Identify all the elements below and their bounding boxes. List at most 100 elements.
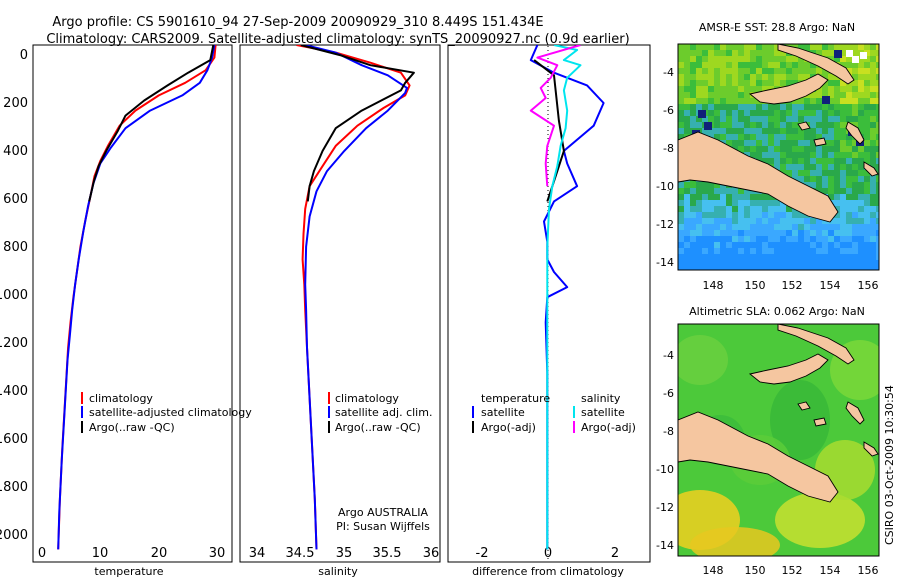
sst-cell [732,56,738,62]
sst-cell [798,218,804,224]
sst-cell [684,44,690,50]
sst-cell [768,152,774,158]
sst-cell [738,266,744,270]
land-mass [678,131,839,223]
sst-cell [840,56,846,62]
sst-cell [858,236,864,242]
temperature-series [57,45,217,550]
sst-cell [768,260,774,266]
sst-cell [774,158,780,164]
sst-cell [792,104,798,110]
sst-cell [810,164,816,170]
sst-cell [756,80,762,86]
sst-cell [804,116,810,122]
sst-cell [786,236,792,242]
sst-cell [774,230,780,236]
sst-cell [774,68,780,74]
sst-cell [846,152,852,158]
land-mass [813,417,827,427]
legend-label: Argo(..raw -QC) [335,421,421,434]
salinity-xtick: 34 [249,546,266,561]
sst-cell [684,80,690,86]
sst-cell [840,176,846,182]
sst-cell [876,62,879,68]
sst-cell [750,98,756,104]
sst-cell [858,182,864,188]
sst-cell [846,110,852,116]
sst-cell [774,242,780,248]
sst-cell [864,260,870,266]
sst-cell [816,98,822,104]
sst-cell [858,266,864,270]
sst-cell [750,86,756,92]
series-line-temperature-argo-adj- [533,59,565,202]
sst-cell [726,260,732,266]
legend-label: satellite [481,406,525,419]
map-ytick: -4 [663,349,674,362]
sst-cell [804,248,810,254]
temperature-panel: 0 10 20 30 0 200 400 600 800 1000 1200 1… [0,44,252,578]
sst-cell [696,44,702,50]
sst-cell [690,98,696,104]
sst-cell [840,164,846,170]
sst-cell [792,242,798,248]
difference-series [529,45,605,550]
map-xtick: 150 [745,279,766,292]
sst-cell [720,230,726,236]
sst-cell [858,80,864,86]
sst-cell [852,104,858,110]
sst-cell [726,92,732,98]
sst-cell [828,134,834,140]
sst-cell [828,254,834,260]
land-mass [845,121,865,145]
sst-cell [792,116,798,122]
sst-cell [714,110,720,116]
sst-cell [726,80,732,86]
sst-cold-cell [822,96,830,104]
series-line-argo-raw-qc- [88,45,215,202]
depth-ytick: 1200 [0,336,28,351]
sst-cell [834,224,840,230]
sst-cell [822,74,828,80]
map-xtick: 148 [703,279,724,292]
sst-cell [834,56,840,62]
sst-cell [852,80,858,86]
sst-cell [702,200,708,206]
sst-cell [810,254,816,260]
sst-cell [708,212,714,218]
sst-cell [864,86,870,92]
sst-cell [846,104,852,110]
sst-cell [792,230,798,236]
sst-cell [690,56,696,62]
sst-cell [870,206,876,212]
sst-cell [702,44,708,50]
sst-cell [870,182,876,188]
temperature-xtick: 10 [92,546,109,561]
sst-cell [798,110,804,116]
sst-cell [696,98,702,104]
sst-cold-cell [704,122,712,130]
sst-cell [762,122,768,128]
sst-cell [870,224,876,230]
sst-cell [732,134,738,140]
sst-cell [876,68,879,74]
sst-cell [708,56,714,62]
sst-cell [714,236,720,242]
sst-cell [690,116,696,122]
sst-cell [732,92,738,98]
sla-blob [690,527,780,556]
sst-cell [690,104,696,110]
sst-cell [678,218,684,224]
sst-cell [768,212,774,218]
sst-cell [714,86,720,92]
sst-cell [726,212,732,218]
sst-cell [732,206,738,212]
sst-cell [732,98,738,104]
sst-cell [792,98,798,104]
sst-cell [720,98,726,104]
sst-cell [774,110,780,116]
sst-cell [720,128,726,134]
sst-cell [858,110,864,116]
sst-cell [738,122,744,128]
sst-cell [762,254,768,260]
